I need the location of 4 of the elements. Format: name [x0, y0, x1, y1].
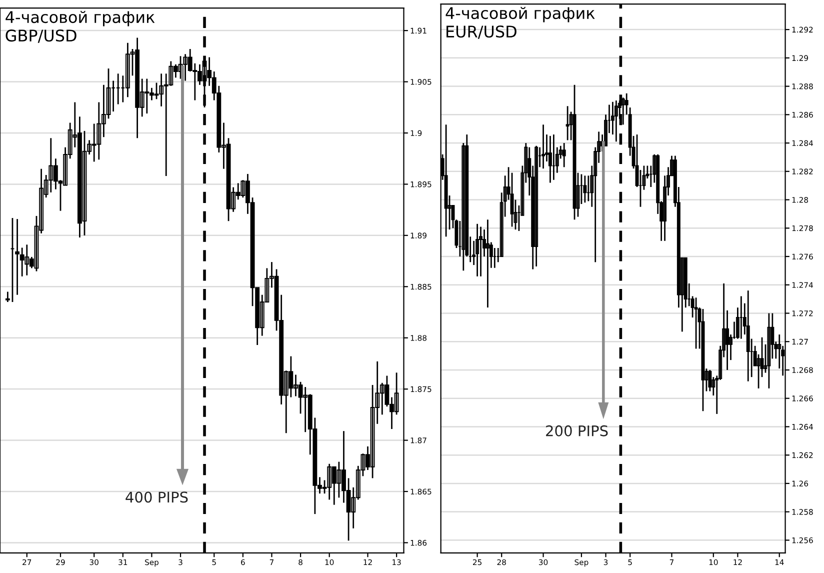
text: 4-часовой график EUR/USD	[446, 6, 595, 39]
annotation: 400 PIPS	[126, 492, 188, 503]
annotation: 200 PIPS	[546, 425, 608, 436]
text: 4-часовой график GBP/USD	[6, 10, 155, 43]
